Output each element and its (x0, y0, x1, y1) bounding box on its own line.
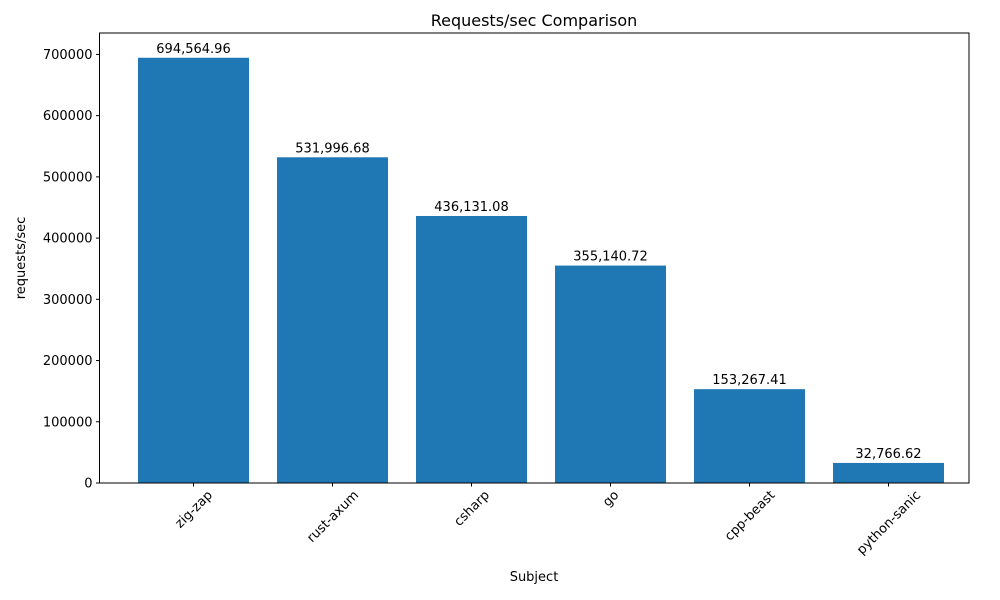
y-tick-label: 0 (84, 477, 92, 492)
bar-value-label: 531,996.68 (295, 141, 369, 156)
x-tick-label-zig-zap: zig-zap (172, 488, 215, 531)
x-tick-label-cpp-beast: cpp-beast (722, 488, 778, 544)
x-tick-label-rust-axum: rust-axum (304, 488, 362, 546)
plot-area-group: 0 100000 200000 300000 400000 500000 600000 700… (43, 32, 970, 558)
bar-python-sanic (833, 462, 944, 483)
bar-value-label: 153,267.41 (712, 373, 786, 388)
chart-title: Requests/sec Comparison (431, 11, 638, 30)
y-tick-label: 500000 (43, 170, 93, 185)
x-axis-label: Subject (510, 570, 559, 585)
y-tick-label: 100000 (43, 415, 93, 430)
bar-value-label: 355,140.72 (573, 250, 647, 265)
bar-zig-zap (138, 57, 249, 484)
bar-value-label: 694,564.96 (156, 42, 230, 57)
bar-value-label: 436,131.08 (434, 200, 508, 215)
x-tick-label-go: go (600, 488, 622, 510)
bar-value-label: 32,766.62 (855, 447, 921, 462)
bar-rust-axum (277, 157, 388, 483)
bar-cpp-beast (694, 389, 805, 483)
y-tick-label: 400000 (43, 232, 93, 247)
x-tick-label-csharp: csharp (451, 488, 493, 530)
bar-csharp (416, 215, 527, 484)
y-tick-label: 200000 (43, 354, 93, 369)
y-tick-label: 600000 (43, 109, 93, 124)
y-axis-label: requests/sec (14, 217, 29, 300)
y-tick-label: 700000 (43, 48, 93, 63)
plot-frame (99, 32, 970, 484)
bar-go (555, 265, 666, 483)
y-tick-label: 300000 (43, 293, 93, 308)
x-tick-label-python-sanic: python-sanic (854, 488, 924, 558)
